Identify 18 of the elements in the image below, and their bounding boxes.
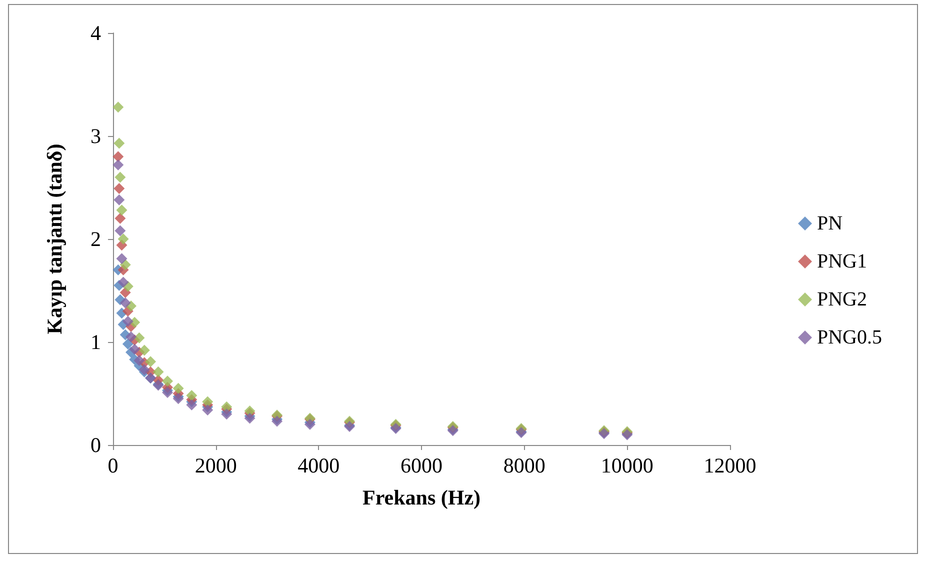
legend-label: PN — [816, 212, 843, 234]
x-tick-label: 4000 — [298, 454, 340, 478]
x-tick-label: 6000 — [400, 454, 442, 478]
y-tick-label: 0 — [90, 433, 101, 457]
x-tick-label: 2000 — [194, 454, 237, 478]
x-tick-label: 8000 — [503, 454, 546, 478]
legend-label: PNG0.5 — [816, 326, 882, 348]
legend-label: PNG1 — [816, 250, 868, 272]
y-tick-label: 1 — [90, 330, 101, 354]
y-tick-label: 2 — [90, 227, 101, 251]
x-tick-label: 12000 — [704, 454, 756, 478]
x-tick-label: 10000 — [600, 454, 654, 478]
x-axis-title: Frekans (Hz) — [362, 486, 481, 510]
y-axis-title: Kayıp tanjantı (tanδ) — [42, 144, 66, 334]
x-tick-label: 0 — [108, 454, 118, 478]
legend-label: PNG2 — [816, 288, 868, 310]
y-tick-label: 3 — [90, 124, 101, 148]
y-tick-label: 4 — [90, 21, 102, 45]
